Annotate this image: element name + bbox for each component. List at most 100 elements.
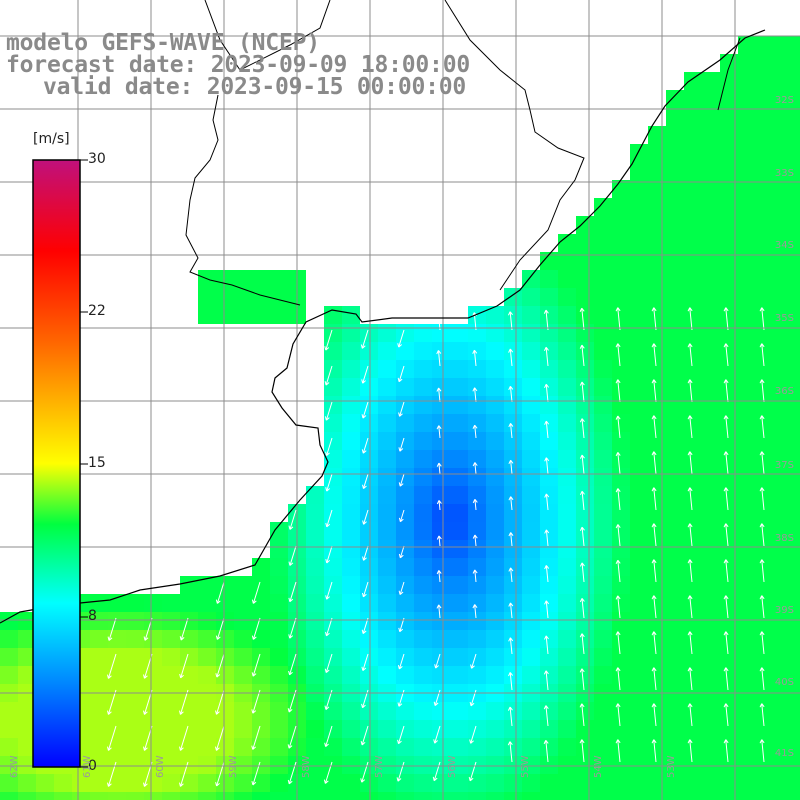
wind-arrow [687,739,693,763]
field-cell [486,540,504,558]
wind-arrow [508,423,514,439]
field-cell [486,720,504,738]
field-cell [594,792,612,800]
wind-arrow [687,451,693,475]
field-cell [774,288,792,306]
field-cell [378,414,396,432]
field-cell [738,612,756,630]
field-cell [504,666,522,684]
field-cell [684,648,702,666]
field-cell [540,306,558,324]
field-cell [396,576,414,594]
field-cell [180,774,198,792]
field-cell [468,630,486,648]
wind-arrow [651,739,657,763]
field-cell [504,342,522,360]
field-cell [396,414,414,432]
field-cell [216,666,234,684]
field-cell [612,486,630,504]
field-cell [612,414,630,432]
field-cell [234,576,252,594]
wind-arrow [179,617,189,641]
field-cell [792,576,800,594]
field-cell [414,360,432,378]
field-cell [774,108,792,126]
field-cell [666,468,684,486]
field-cell [342,702,360,720]
field-cell [108,648,126,666]
field-cell [342,450,360,468]
field-cell [324,666,342,684]
field-cell [576,396,594,414]
field-cell [738,72,756,90]
field-cell [486,702,504,720]
field-cell [792,198,800,216]
field-cell [522,486,540,504]
field-cell [450,504,468,522]
field-cell [0,792,18,800]
field-cell [324,612,342,630]
field-cell [774,162,792,180]
field-cell [306,540,324,558]
field-cell [666,630,684,648]
field-cell [18,756,36,774]
field-cell [630,162,648,180]
field-cell [414,774,432,792]
field-cell [684,666,702,684]
field-cell [540,432,558,450]
field-cell [216,702,234,720]
field-cell [450,738,468,756]
field-cell [270,594,288,612]
field-cell [522,738,540,756]
field-cell [666,648,684,666]
field-cell [612,504,630,522]
field-cell [396,504,414,522]
field-cell [18,792,36,800]
field-cell [360,504,378,522]
field-cell [144,648,162,666]
field-cell [216,576,234,594]
field-cell [594,198,612,216]
field-cell [180,756,198,774]
field-cell [594,702,612,720]
field-cell [198,648,216,666]
field-cell [252,558,270,576]
field-cell [594,648,612,666]
field-cell [756,54,774,72]
wind-arrow [759,523,765,547]
field-cell [324,576,342,594]
field-cell [216,774,234,792]
field-cell [576,648,594,666]
field-cell [504,360,522,378]
field-cell [774,756,792,774]
field-cell [342,558,360,576]
field-cell [414,648,432,666]
field-cell [378,666,396,684]
field-cell [612,774,630,792]
field-cell [648,558,666,576]
valid-date: valid date: 2023-09-15 00:00:00 [43,74,467,100]
field-cell [756,702,774,720]
field-cell [504,720,522,738]
field-cell [738,252,756,270]
field-cell [720,162,738,180]
field-cell [180,612,198,630]
field-cell [720,234,738,252]
wind-arrow [362,473,369,490]
field-cell [648,306,666,324]
field-cell [774,72,792,90]
wind-arrow [687,523,693,547]
field-cell [756,756,774,774]
field-cell [792,360,800,378]
field-cell [756,36,774,54]
lat-label: 37S [774,460,794,471]
wind-arrow [507,706,513,727]
field-cell [324,324,342,342]
field-cell [414,396,432,414]
field-cell [558,630,576,648]
field-cell [576,414,594,432]
wind-arrow [579,739,585,763]
field-cell [450,360,468,378]
field-cell [630,432,648,450]
wind-arrow [723,559,729,583]
